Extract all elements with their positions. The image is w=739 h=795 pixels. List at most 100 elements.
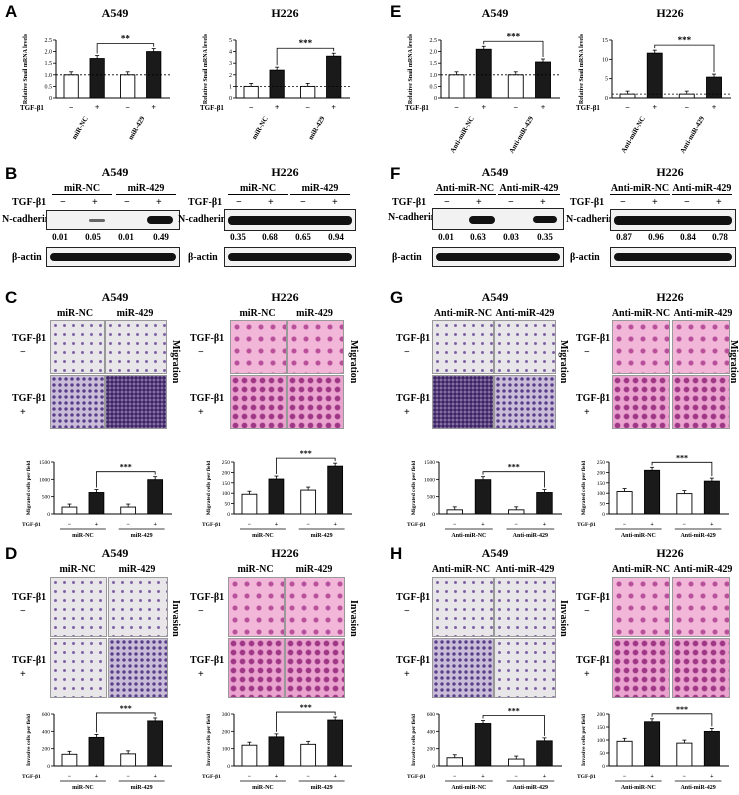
y-tick-label: 500 (42, 495, 51, 501)
band-value: 0.96 (648, 232, 664, 242)
band-value: 0.84 (680, 232, 696, 242)
h-left-col1: Anti-miR-NC (431, 564, 491, 575)
bar (327, 465, 344, 515)
sign: − (60, 197, 66, 208)
h-right-row1-trt: TGF-β1 (576, 592, 611, 603)
treatment-sign: + (712, 103, 717, 112)
treatment-sign: + (153, 774, 157, 780)
chart-d-h226: 0 100 200 300 Invasive cells per field *** TGF… (202, 703, 352, 791)
y-tick-label: 50 (225, 502, 231, 508)
a-left-title: A549 (101, 6, 129, 20)
y-tick-label: 2.0 (430, 50, 438, 56)
treatment-label: TGF-β1 (576, 104, 600, 112)
c-right-title: H226 (271, 290, 299, 304)
significance-bracket (482, 715, 545, 736)
bar (241, 493, 258, 515)
treatment-sign: + (333, 774, 337, 780)
y-tick-label: 400 (42, 729, 51, 735)
panel-label-h: H (390, 544, 403, 563)
significance-bracket (483, 40, 544, 58)
f-right-group2: Anti-miR-429 (672, 183, 732, 195)
bar (268, 478, 285, 515)
d-right-row1-trt: TGF-β1 (190, 592, 225, 603)
y-axis-label: Invasive cells per field (206, 714, 212, 766)
treatment-sign: − (683, 522, 687, 528)
f-right-title: H226 (656, 165, 684, 179)
y-tick-label: 1000 (39, 477, 50, 483)
treatment-sign: + (275, 103, 280, 112)
c-left-row1-trt: TGF-β1 (12, 333, 47, 344)
treatment-sign: − (684, 103, 689, 112)
chart-c-h226: 0 50 100 150 200 250 Migrated cells per field *… (202, 449, 352, 539)
treatment-sign: + (710, 774, 714, 780)
treatment-sign: + (95, 522, 99, 528)
treatment-sign: − (683, 774, 687, 780)
y-tick-label: 50 (600, 502, 606, 508)
y-axis-label: Migrated cells per field (411, 461, 417, 515)
c-h226-nc-minus-image (230, 320, 287, 374)
bar (676, 493, 693, 515)
y-tick-label: 0 (602, 764, 605, 770)
y-tick-label: 3 (229, 61, 232, 67)
group-label: Anti-miR-NC (451, 533, 486, 539)
c-h226-nc-plus-image (230, 375, 287, 429)
y-axis-label: Migrated cells per field (581, 461, 587, 515)
d-right-col2: miR-429 (295, 564, 333, 575)
significance-bracket (651, 461, 713, 477)
treatment-label: TGF-β1 (202, 522, 221, 528)
treatment-sign: + (650, 522, 654, 528)
y-tick-label: 1500 (39, 460, 50, 466)
h-right-col1: Anti-miR-NC (611, 564, 671, 575)
b-left-actin-blot (46, 247, 180, 267)
y-tick-label: 1.5 (45, 61, 53, 67)
b-left-loading: β-actin (12, 252, 42, 263)
significance-bracket (96, 43, 155, 54)
significance-bracket (276, 47, 335, 66)
h-h226-nc-plus-image (612, 638, 670, 698)
significance-mark: *** (676, 453, 688, 462)
h-a549-429-minus-image (494, 577, 556, 637)
treatment-label: TGF-β1 (577, 522, 596, 528)
bar (619, 93, 636, 99)
band-value: 0.05 (85, 232, 101, 242)
b-right-title: H226 (271, 165, 299, 179)
h-h226-429-minus-image (672, 577, 730, 637)
treatment-sign: + (541, 103, 546, 112)
treatment-sign: + (331, 103, 336, 112)
g-a549-nc-plus-image (432, 375, 494, 429)
d-a549-429-plus-image (108, 638, 168, 698)
g-right-row2-trt: TGF-β1 (576, 393, 611, 404)
h-a549-429-plus-image (494, 638, 556, 698)
treatment-sign: + (710, 522, 714, 528)
bar (61, 753, 78, 767)
c-a549-429-minus-image (105, 320, 167, 374)
band-value: 0.65 (295, 232, 311, 242)
bar (616, 491, 633, 515)
sign: + (652, 197, 658, 208)
chart-g-h226: 0 50 100 150 200 250 Migrated cells per field *… (577, 453, 729, 539)
panel-label-g: G (390, 288, 404, 307)
panel-label-c: C (5, 288, 18, 307)
band-value: 0.87 (616, 232, 632, 242)
treatment-sign: − (125, 103, 130, 112)
c-left-col1: miR-NC (56, 308, 94, 319)
treatment-label: TGF-β1 (407, 774, 426, 780)
y-tick-label: 1.0 (45, 73, 53, 79)
f-left-treatment: TGF-β1 (392, 197, 427, 208)
sign: − (584, 606, 590, 617)
group-label: Anti-miR-429 (513, 785, 548, 791)
panel-label-b: B (5, 164, 18, 183)
group-label: miR-429 (131, 785, 153, 791)
treatment-sign: − (69, 103, 74, 112)
group-label: miR-429 (307, 115, 327, 142)
g-left-col2: Anti-miR-429 (495, 308, 555, 319)
band-value: 0.35 (537, 232, 553, 242)
f-right-ncad-blot (610, 209, 736, 231)
bar (147, 720, 164, 767)
treatment-sign: + (481, 522, 485, 528)
group-label: miR-429 (311, 785, 333, 791)
g-right-side-label: Migration (728, 340, 739, 384)
y-axis-label: Relative Snail mRNA levels (23, 33, 29, 104)
treatment-sign: − (68, 522, 72, 528)
bar (327, 719, 344, 767)
